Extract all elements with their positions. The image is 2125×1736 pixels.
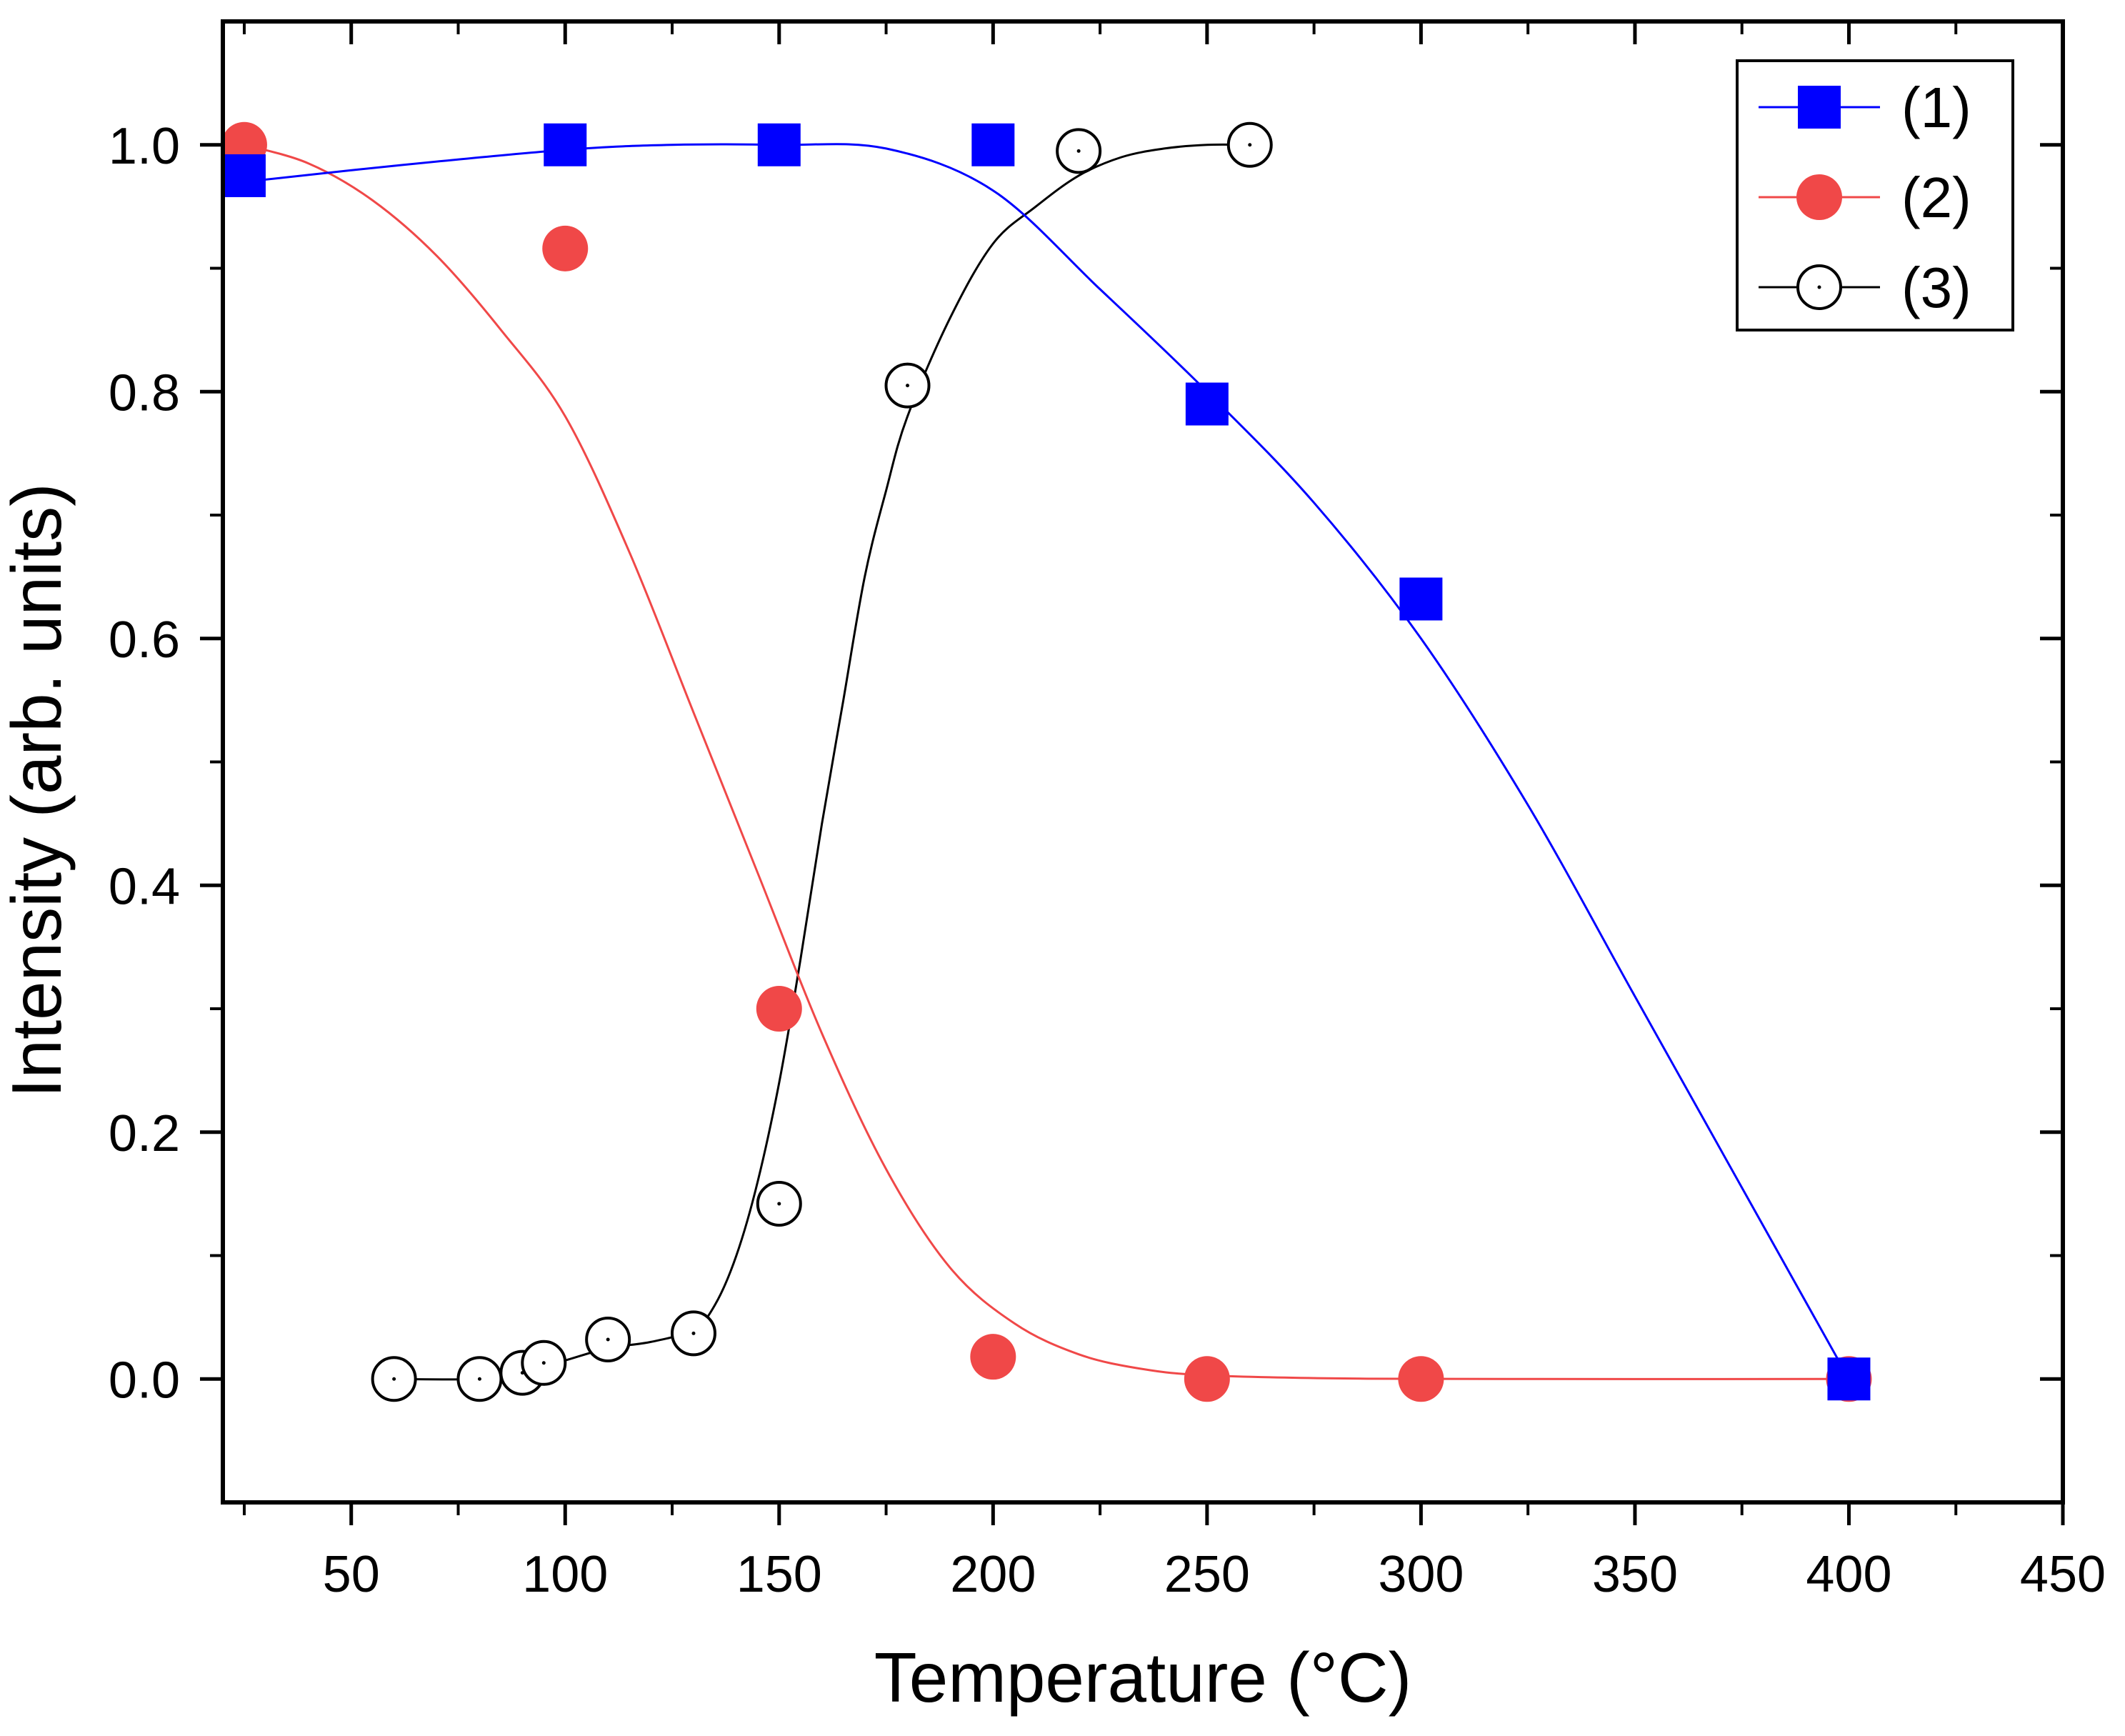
x-tick-label: 400 — [1806, 1546, 1891, 1603]
x-tick-label: 50 — [323, 1546, 380, 1603]
x-tick-label: 300 — [1378, 1546, 1464, 1603]
legend-box — [1736, 59, 2014, 331]
data-point-series-3 — [585, 1316, 631, 1362]
data-point-series-3 — [521, 1340, 567, 1386]
data-point-series-1 — [1827, 1357, 1871, 1401]
axis-ticks — [200, 21, 2065, 1525]
data-point-series-3-dot — [541, 1361, 546, 1365]
x-tick-label: 100 — [522, 1546, 608, 1603]
legend: (1) (2) (3) — [1736, 59, 2014, 331]
x-tick-label: 150 — [736, 1546, 822, 1603]
data-point-series-3-dot — [906, 384, 910, 388]
data-point-series-1 — [757, 123, 801, 166]
tick-labels: 50 100 150 200 250 300 350 400 450 0.0 0.2 0.4 0.6 0.… — [109, 118, 2106, 1603]
x-tick-label: 200 — [950, 1546, 1036, 1603]
y-tick-label: 0.6 — [109, 612, 180, 669]
data-point-series-2 — [1398, 1356, 1444, 1402]
legend-label-series-3: (3) — [1901, 256, 1971, 319]
y-tick-label: 0.0 — [109, 1352, 180, 1409]
legend-label-series-2: (2) — [1901, 166, 1971, 229]
fit-line-series-1 — [244, 143, 1850, 1380]
data-point-series-3-dot — [691, 1331, 696, 1335]
data-point-series-3 — [756, 1180, 802, 1227]
fit-line-series-3 — [394, 143, 1250, 1381]
data-point-series-3 — [670, 1310, 716, 1357]
data-point-series-2 — [756, 986, 802, 1032]
x-axis-title: Temperature (°C) — [874, 1638, 1412, 1717]
data-point-series-1 — [1399, 577, 1443, 621]
data-markers — [221, 121, 1872, 1402]
data-point-series-3 — [884, 362, 931, 409]
y-tick-label: 0.4 — [109, 858, 180, 915]
data-point-series-2 — [542, 225, 589, 271]
data-point-series-1 — [1185, 382, 1229, 426]
y-tick-label: 1.0 — [109, 118, 180, 175]
legend-marker-series-3-dot — [1817, 285, 1821, 289]
data-point-series-2 — [970, 1334, 1016, 1380]
data-point-series-3-dot — [392, 1377, 396, 1381]
y-axis-title: Intensity (arb. units) — [0, 483, 76, 1098]
x-tick-label: 450 — [2020, 1546, 2106, 1603]
data-point-series-3 — [1226, 121, 1273, 168]
data-point-series-3 — [1056, 128, 1102, 174]
data-point-series-3 — [371, 1356, 417, 1402]
data-point-series-3-dot — [1076, 149, 1081, 153]
data-point-series-1 — [971, 123, 1015, 166]
data-point-series-3-dot — [606, 1337, 610, 1342]
x-tick-label: 350 — [1592, 1546, 1678, 1603]
plot-frame — [221, 19, 2065, 1505]
y-tick-label: 0.2 — [109, 1105, 180, 1162]
data-point-series-1 — [544, 123, 587, 166]
x-tick-label: 250 — [1164, 1546, 1250, 1603]
fit-line-series-2 — [244, 144, 1849, 1380]
legend-marker-series-1 — [1798, 86, 1841, 129]
data-point-series-3-dot — [777, 1202, 781, 1206]
data-point-series-3 — [456, 1356, 503, 1402]
data-point-series-2 — [1184, 1356, 1230, 1402]
data-point-series-1 — [222, 154, 266, 197]
data-point-series-3-dot — [1248, 143, 1252, 147]
legend-marker-series-2 — [1796, 174, 1842, 220]
y-tick-label: 0.8 — [109, 364, 180, 421]
data-point-series-3-dot — [477, 1377, 481, 1381]
fit-curves — [244, 143, 1850, 1381]
legend-label-series-1: (1) — [1901, 76, 1971, 139]
legend-marker-series-3 — [1796, 264, 1842, 310]
